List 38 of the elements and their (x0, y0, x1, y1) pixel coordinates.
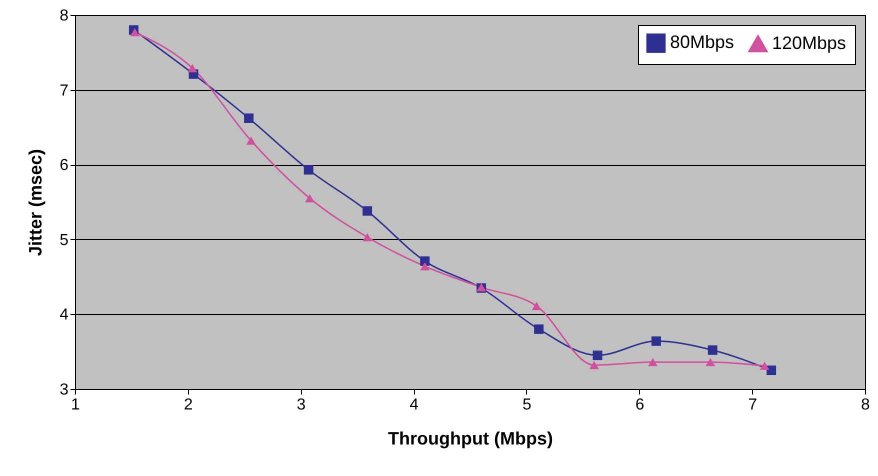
x-tick-label: 7 (748, 396, 758, 414)
y-tick-label: 5 (60, 232, 69, 249)
point (648, 358, 658, 366)
point (244, 113, 254, 123)
y-tick-label: 3 (60, 382, 69, 398)
point (760, 362, 770, 370)
point (246, 136, 256, 145)
x-tick-label: 1 (71, 396, 80, 414)
point (130, 28, 140, 36)
x-tick-label: 2 (184, 396, 193, 414)
point (420, 262, 430, 270)
point (589, 360, 599, 370)
y-tick-label: 4 (60, 306, 69, 324)
point (420, 256, 430, 266)
legend-label: 120Mbps (772, 32, 846, 53)
point (651, 336, 661, 346)
y-tick-label: 7 (60, 82, 69, 100)
y-tick-label: 6 (60, 157, 69, 174)
y-axis-title: Jitter (msec) (26, 148, 46, 256)
x-tick-label: 6 (635, 396, 644, 414)
point (362, 233, 372, 242)
x-tick-label: 4 (410, 396, 419, 414)
point (534, 324, 544, 334)
x-axis-title: Throughput (Mbps) (388, 428, 553, 448)
point (188, 64, 198, 72)
point (766, 366, 776, 376)
x-tick-label: 3 (296, 396, 306, 414)
x-tick-label: 8 (861, 396, 870, 414)
point (592, 350, 602, 360)
point (362, 206, 372, 216)
y-tick-label: 8 (60, 8, 69, 24)
point (532, 302, 542, 310)
point (304, 165, 314, 175)
point (706, 358, 716, 366)
point (305, 194, 314, 202)
x-tick-label: 5 (522, 396, 532, 414)
legend-label: 80Mbps (670, 32, 734, 52)
point (708, 345, 718, 355)
